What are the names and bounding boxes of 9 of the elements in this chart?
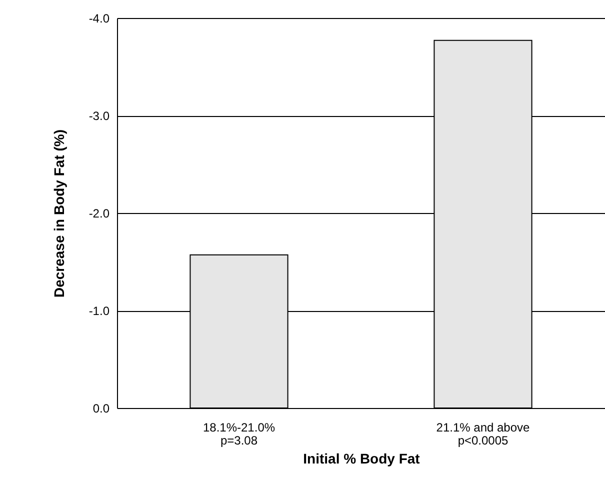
y-tick-label: 0.0 [92, 402, 110, 416]
y-axis-title: Decrease in Body Fat (%) [50, 129, 67, 298]
y-tick-label: -2.0 [88, 206, 110, 220]
y-tick-label: -3.0 [88, 109, 110, 123]
y-tick-label: -4.0 [88, 12, 110, 26]
x-tick-label: 18.1%-21.0% p=3.08 [202, 420, 276, 448]
x-axis-title: Initial % Body Fat [303, 450, 420, 466]
x-tick-label: 21.1% and above p<0.0005 [436, 420, 530, 448]
y-tick-label: -1.0 [88, 304, 110, 318]
